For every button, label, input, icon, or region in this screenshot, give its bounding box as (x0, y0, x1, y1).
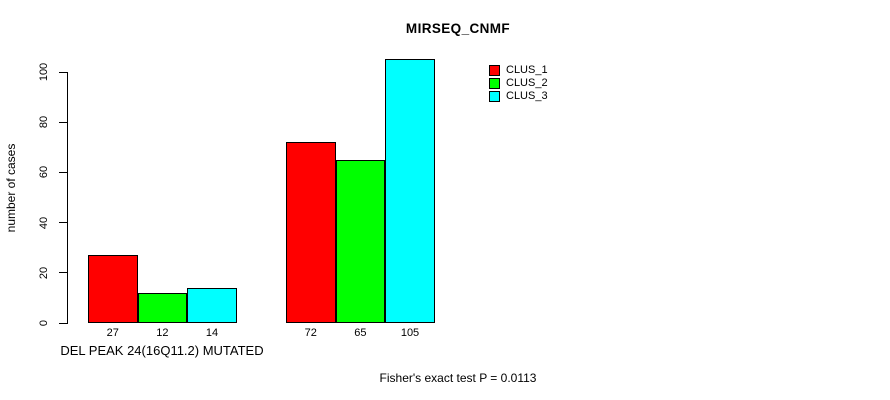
y-axis-tick (59, 121, 67, 123)
bar-g2-clus_2 (335, 159, 386, 323)
legend-swatch-clus_1 (489, 65, 500, 76)
chart-title: MIRSEQ_CNMF (405, 21, 511, 36)
y-axis-label: number of cases (4, 143, 18, 233)
y-axis-tick-label: 80 (38, 116, 50, 129)
legend-label-clus_1: CLUS_1 (506, 64, 548, 76)
y-axis-tick (59, 272, 67, 274)
y-axis-tick-label: 20 (38, 266, 50, 279)
y-axis-tick-label: 0 (38, 319, 50, 327)
legend-row-clus_2: CLUS_2 (489, 78, 548, 89)
bar-g1-clus_2 (137, 292, 188, 323)
bar-value-label: 65 (354, 327, 367, 339)
footnote-fishers-test: Fisher's exact test P = 0.0113 (379, 371, 537, 385)
y-axis-tick-label: 40 (38, 216, 50, 229)
legend-row-clus_1: CLUS_1 (489, 65, 548, 76)
bar-g1-clus_1 (88, 255, 138, 323)
legend-swatch-clus_2 (489, 78, 500, 89)
bar-g2-clus_3 (385, 59, 435, 323)
y-axis-tick (59, 322, 67, 324)
y-axis-tick (59, 171, 67, 173)
bar-value-label: 27 (106, 327, 119, 339)
y-axis-tick (59, 222, 67, 224)
legend-label-clus_2: CLUS_2 (506, 77, 548, 89)
bar-value-label: 12 (156, 327, 169, 339)
legend-swatch-clus_3 (489, 91, 500, 102)
y-axis-tick-label: 100 (38, 62, 50, 82)
bar-g1-clus_3 (187, 287, 237, 323)
legend: CLUS_1 CLUS_2 CLUS_3 (489, 65, 548, 104)
bar-value-label: 105 (400, 327, 420, 339)
bar-value-label: 14 (205, 327, 219, 339)
y-axis-tick (59, 71, 67, 73)
x-axis-label: DEL PEAK 24(16Q11.2) MUTATED (60, 343, 264, 358)
y-axis-tick-label: 60 (38, 166, 50, 179)
bar-value-label: 72 (304, 327, 317, 339)
legend-row-clus_3: CLUS_3 (489, 91, 548, 102)
legend-label-clus_3: CLUS_3 (506, 90, 548, 102)
bar-g2-clus_1 (286, 142, 336, 323)
y-axis-line (67, 72, 68, 324)
